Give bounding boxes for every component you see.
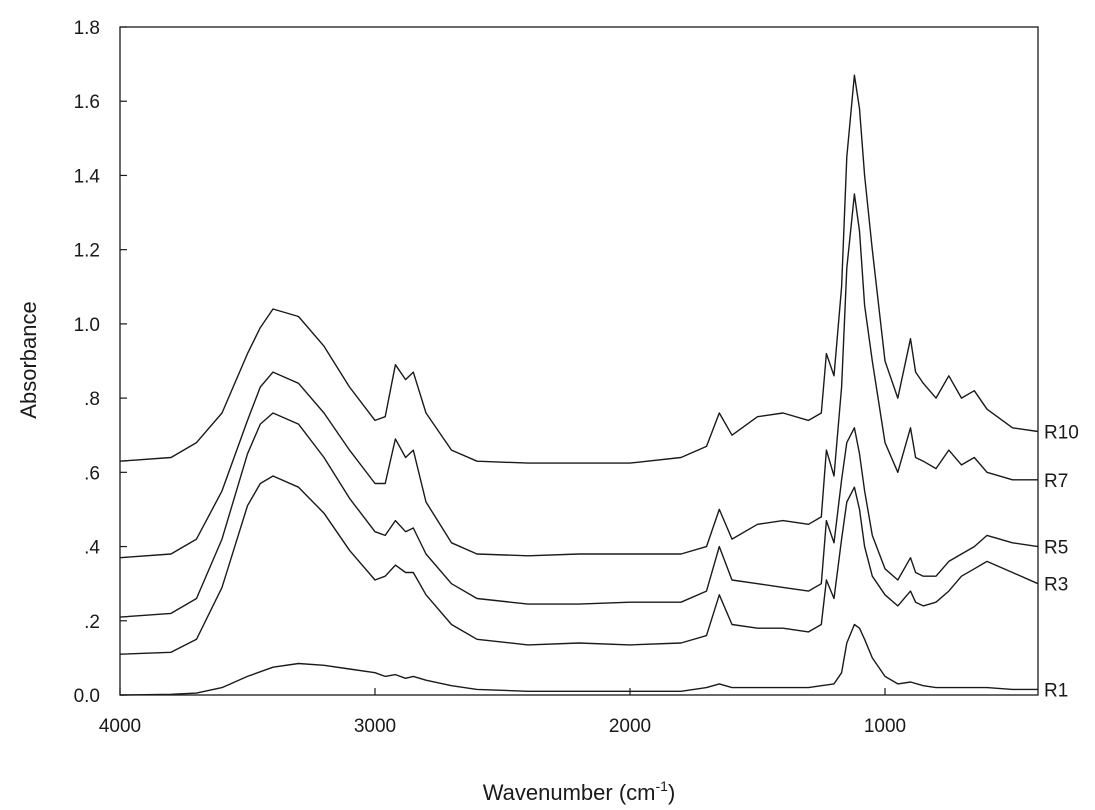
series-label-r1: R1 [1044,680,1068,701]
y-tick-label: .4 [84,538,100,559]
y-axis-title: Absorbance [16,301,41,418]
y-tick-label: 0.0 [74,686,100,707]
y-tick-label: .6 [84,463,100,484]
series-labels: R10 R7 R5 R3 R1 [1044,423,1079,702]
series-line-r5 [119,412,1039,618]
series-label-r5: R5 [1044,538,1068,559]
series-line-r10 [119,74,1039,464]
x-tick-label: 2000 [609,716,651,737]
y-tick-label: 1.0 [74,315,100,336]
y-tick-label: .2 [84,612,100,633]
x-axis: 4000 3000 2000 1000 [99,688,906,737]
x-axis-title-sup: -1 [656,778,669,794]
y-tick-label: 1.8 [74,18,100,39]
series-line-r3 [119,475,1039,655]
series-line-r7 [119,193,1038,559]
x-axis-title: Wavenumber (cm-1) [483,778,676,805]
plot-area [119,26,1039,696]
x-tick-label: 3000 [354,716,396,737]
y-axis: 0.0 .2 .4 .6 .8 1.0 1.2 1.4 1.6 1.8 [74,18,127,707]
series-lines [119,74,1039,696]
x-axis-title-end: ) [668,780,675,805]
y-tick-label: 1.4 [74,166,101,187]
series-label-r10: R10 [1044,423,1079,444]
x-axis-title-main: Wavenumber (cm [483,780,656,805]
series-line-r1 [119,623,1038,696]
y-tick-label: .8 [84,389,100,410]
plot-border [119,26,1039,696]
series-label-r3: R3 [1044,575,1068,596]
y-tick-label: 1.2 [74,241,100,262]
y-tick-label: 1.6 [74,92,100,113]
series-label-r7: R7 [1044,471,1068,492]
x-tick-label: 4000 [99,716,141,737]
x-tick-label: 1000 [864,716,906,737]
